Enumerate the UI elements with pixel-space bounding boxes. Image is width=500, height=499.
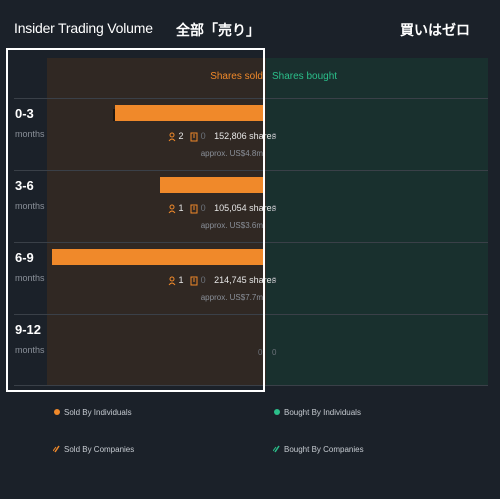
sold-bar <box>160 177 263 193</box>
legend-bought-individuals: Bought By Individuals <box>284 408 361 417</box>
period-unit: months <box>15 273 45 283</box>
row-divider <box>14 98 488 99</box>
building-icon <box>190 276 198 286</box>
bought-individuals-dot <box>274 409 280 415</box>
column-header-bought: Shares bought <box>272 71 338 82</box>
row-meta: 1 0 105,054 shares <box>168 203 276 214</box>
page-title: Insider Trading Volume <box>14 20 153 36</box>
individuals-count: 1 <box>178 275 184 285</box>
row-meta: 1 0 214,745 shares <box>168 275 276 286</box>
period-unit: months <box>15 201 45 211</box>
period-unit: months <box>15 345 45 355</box>
row-meta: 2 0 152,806 shares <box>168 131 276 142</box>
row-divider <box>14 385 488 386</box>
annotation-sell: 全部「売り」 <box>176 22 260 38</box>
bought-column-background <box>266 58 488 385</box>
sold-value: 0 <box>258 348 263 357</box>
individuals-count: 2 <box>178 131 184 141</box>
row-divider <box>14 170 488 171</box>
companies-count: 0 <box>200 275 206 285</box>
building-icon <box>190 132 198 142</box>
bought-value: 0 <box>272 276 277 285</box>
shares-value: 105,054 shares <box>214 203 277 213</box>
legend-sold-individuals: Sold By Individuals <box>64 408 132 417</box>
approx-value: approx. US$7.7m <box>200 293 263 302</box>
slash-icon <box>273 445 280 453</box>
bought-value: 0 <box>272 348 277 357</box>
sold-bar <box>115 105 263 121</box>
individuals-count: 1 <box>178 203 184 213</box>
period-label: 9-12 <box>15 322 42 337</box>
period-label: 0-3 <box>15 106 34 121</box>
companies-count: 0 <box>200 203 206 213</box>
bar-marker <box>113 109 115 121</box>
approx-value: approx. US$3.6m <box>200 221 263 230</box>
highlight-frame <box>6 48 265 392</box>
building-icon <box>190 204 198 214</box>
bought-value: 0 <box>272 204 277 213</box>
companies-count: 0 <box>200 131 206 141</box>
legend-bought-companies: Bought By Companies <box>284 445 364 454</box>
legend-sold-companies: Sold By Companies <box>64 445 135 454</box>
row-divider <box>14 242 488 243</box>
period-label: 6-9 <box>15 250 34 265</box>
shares-value: 214,745 shares <box>214 275 277 285</box>
sold-bar <box>52 249 263 265</box>
person-icon <box>168 132 176 141</box>
period-unit: months <box>15 129 45 139</box>
column-header-sold: Shares sold <box>210 71 263 82</box>
approx-value: approx. US$4.8m <box>200 149 263 158</box>
bought-value: 0 <box>272 132 277 141</box>
annotation-buy: 買いはゼロ <box>400 22 470 38</box>
row-divider <box>14 314 488 315</box>
person-icon <box>168 276 176 285</box>
period-label: 3-6 <box>15 178 34 193</box>
person-icon <box>168 204 176 213</box>
slash-icon <box>53 445 60 453</box>
shares-value: 152,806 shares <box>214 131 277 141</box>
sold-individuals-dot <box>54 409 60 415</box>
